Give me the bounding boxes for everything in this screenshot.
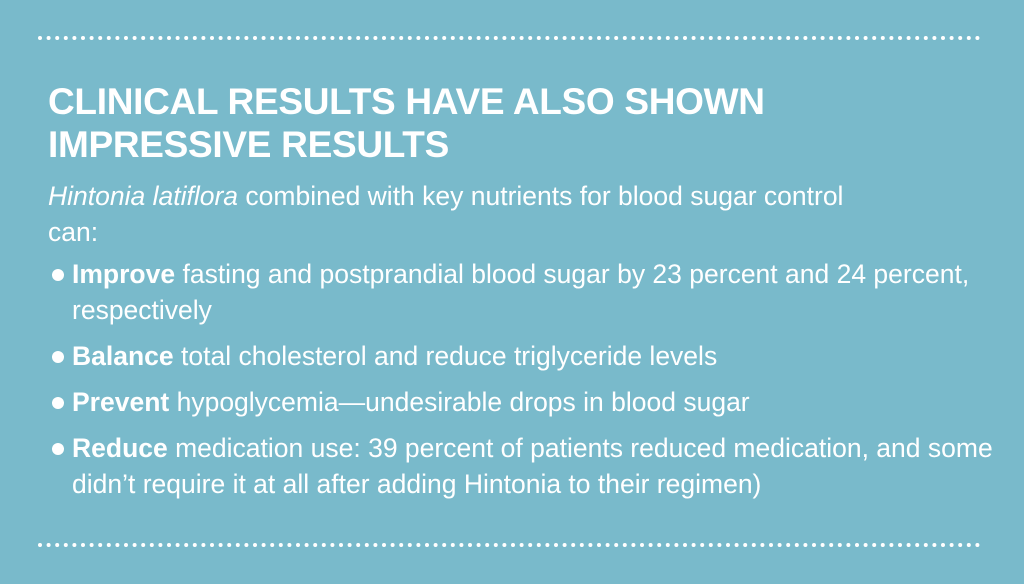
dotted-rule	[38, 36, 988, 40]
bullet-item: Prevent hypoglycemia—undesirable drops i…	[48, 384, 998, 420]
bullet-item: Balance total cholesterol and reduce tri…	[48, 338, 998, 374]
bullet-item: Improve fasting and postprandial blood s…	[48, 256, 998, 328]
dotted-rule	[38, 543, 988, 547]
bullet-text: medication use: 39 percent of patients r…	[72, 433, 993, 499]
bullet-dot	[52, 397, 64, 409]
intro: Hintonia latiflora combined with key nut…	[48, 178, 888, 250]
intro-text: combined with key nutrients for blood su…	[48, 181, 844, 247]
bullet-dot	[52, 269, 64, 281]
bullet-text: hypoglycemia—undesirable drops in blood …	[176, 387, 750, 417]
bullet-bold: Reduce	[72, 433, 168, 463]
heading: CLINICAL RESULTS HAVE ALSO SHOWN IMPRESS…	[48, 81, 765, 165]
intro-italic: Hintonia latiflora	[48, 181, 239, 211]
bullet-bold: Improve	[72, 259, 176, 289]
bullet-bold: Prevent	[72, 387, 170, 417]
bullet-dot	[52, 443, 64, 455]
bullet-text: fasting and postprandial blood sugar by …	[72, 259, 970, 325]
bullet-bold: Balance	[72, 341, 174, 371]
bullet-dot	[52, 351, 64, 363]
bullet-list: Improve fasting and postprandial blood s…	[48, 256, 998, 512]
bullet-item: Reduce medication use: 39 percent of pat…	[48, 430, 998, 502]
bullet-text: total cholesterol and reduce triglycerid…	[181, 341, 718, 371]
